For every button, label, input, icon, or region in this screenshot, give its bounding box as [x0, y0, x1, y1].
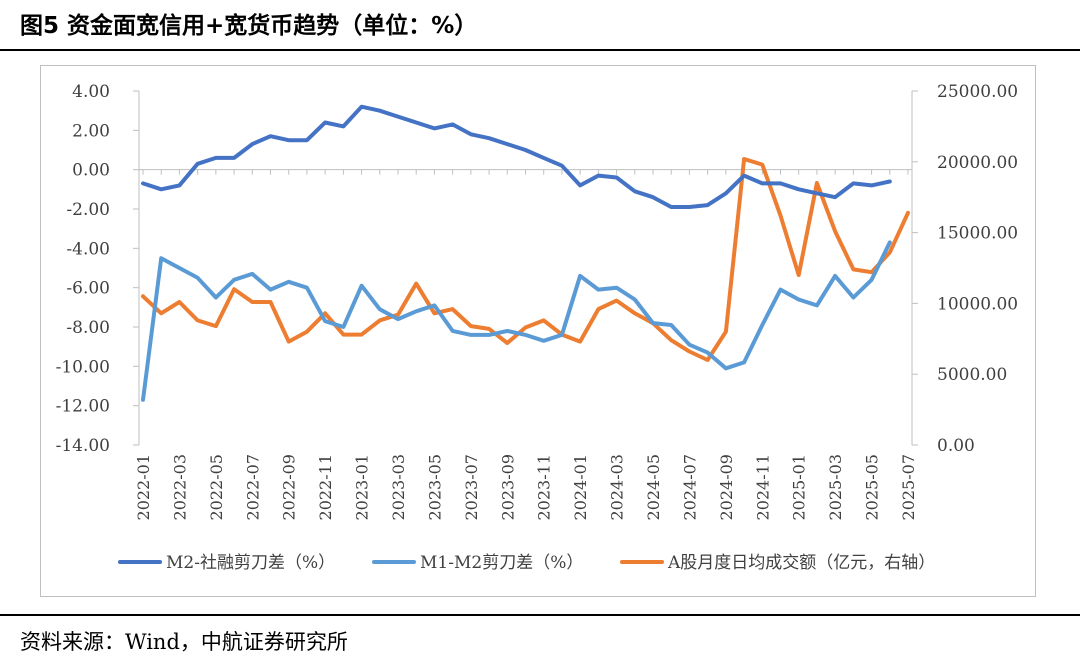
left-tick-label: -4.00 — [66, 239, 110, 259]
x-tick-label: 2022-01 — [134, 454, 153, 520]
x-tick-label: 2025-05 — [863, 454, 882, 520]
left-tick-label: -14.00 — [56, 436, 110, 456]
left-tick-label: -10.00 — [56, 357, 110, 377]
x-tick-label: 2022-05 — [207, 454, 226, 520]
left-tick-label: -6.00 — [66, 279, 110, 299]
series-line-2 — [141, 157, 910, 362]
x-tick-label: 2024-11 — [753, 454, 772, 520]
x-tick-label: 2022-11 — [316, 454, 335, 520]
top-rule — [0, 49, 1080, 51]
x-tick-label: 2023-07 — [462, 454, 481, 520]
series-line-0 — [141, 104, 892, 209]
left-tick-label: 2.00 — [72, 121, 110, 141]
left-tick-label: -2.00 — [66, 200, 110, 220]
right-tick-label: 10000.00 — [937, 294, 1018, 314]
x-tick-label: 2024-05 — [644, 454, 663, 520]
source-note: 资料来源：Wind，中航证券研究所 — [20, 630, 348, 654]
bottom-rule — [0, 614, 1080, 616]
legend: M2-社融剪刀差（%） M1-M2剪刀差（%） A股月度日均成交额（亿元，右轴） — [118, 553, 935, 573]
x-tick-label: 2023-01 — [353, 454, 372, 520]
right-tick-label: 20000.00 — [937, 153, 1018, 173]
x-tick-label: 2025-01 — [790, 454, 809, 520]
legend-label-1: M1-M2剪刀差（%） — [420, 553, 583, 573]
legend-label-0: M2-社融剪刀差（%） — [166, 553, 335, 573]
x-tick-label: 2025-03 — [826, 454, 845, 520]
chart-frame — [40, 65, 1036, 597]
x-tick-label: 2023-03 — [389, 454, 408, 520]
left-tick-label: -12.00 — [56, 397, 110, 417]
legend-label-2: A股月度日均成交额（亿元，右轴） — [667, 553, 935, 573]
x-tick-label: 2022-09 — [280, 454, 299, 520]
x-tick-label: 2024-03 — [608, 454, 627, 520]
x-tick-label: 2023-05 — [425, 454, 444, 520]
right-tick-label: 5000.00 — [937, 365, 1007, 385]
left-tick-label: 4.00 — [72, 82, 110, 102]
right-tick-label: 15000.00 — [937, 224, 1018, 244]
x-tick-label: 2023-11 — [535, 454, 554, 520]
x-tick-label: 2022-07 — [243, 454, 262, 520]
right-tick-label: 25000.00 — [937, 82, 1018, 102]
series-line-1 — [141, 240, 892, 402]
x-tick-label: 2024-01 — [571, 454, 590, 520]
left-tick-label: -8.00 — [66, 318, 110, 338]
series-lines — [141, 104, 910, 402]
x-tick-label: 2022-03 — [170, 454, 189, 520]
x-tick-label: 2023-09 — [498, 454, 517, 520]
left-tick-label: 0.00 — [72, 161, 110, 181]
figure-title: 图5 资金面宽信用+宽货币趋势（单位：%） — [20, 13, 478, 39]
axes: 4.00 2.00 0.00 -2.00 -4.00 -6.00 -8.00 -10.00 -1… — [56, 82, 1019, 520]
x-tick-label: 2024-09 — [717, 454, 736, 520]
x-tick-label: 2025-07 — [899, 454, 918, 520]
right-tick-label: 0.00 — [937, 436, 975, 456]
x-tick-label: 2024-07 — [680, 454, 699, 520]
